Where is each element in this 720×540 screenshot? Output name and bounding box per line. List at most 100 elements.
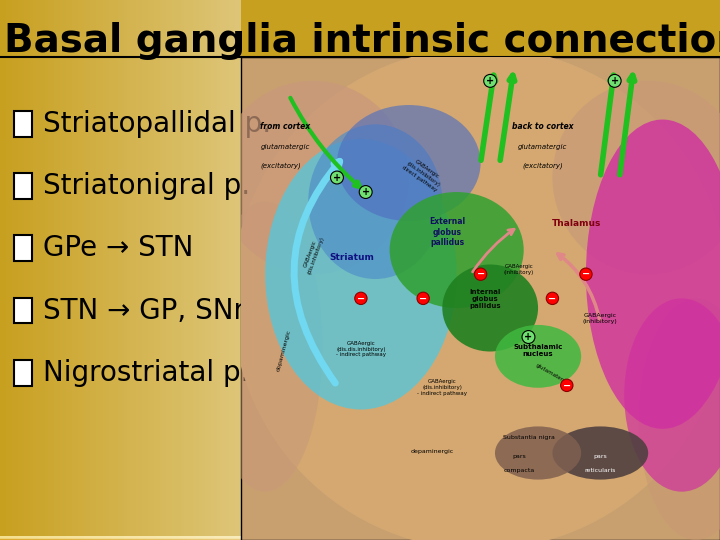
Bar (0, 537, 241, 539)
Bar (0, 538, 241, 539)
Bar (0, 537, 241, 538)
Ellipse shape (442, 265, 538, 352)
Bar (0, 538, 241, 540)
Bar (0, 537, 241, 539)
Bar (96, 0, 99, 540)
Bar (0, 537, 241, 538)
Bar (0, 537, 241, 539)
Bar (0, 537, 241, 539)
Bar (0, 537, 241, 538)
Bar (0, 537, 241, 538)
Bar (0, 537, 241, 538)
Bar (63, 0, 66, 540)
Bar (0, 536, 241, 538)
Bar (163, 0, 166, 540)
Bar (0, 537, 241, 539)
Text: GABAergic
(dis.inhibitory): GABAergic (dis.inhibitory) (301, 234, 325, 275)
Bar (214, 0, 217, 540)
Ellipse shape (232, 47, 720, 540)
Text: dopaminergic: dopaminergic (276, 329, 292, 372)
Bar (0, 538, 241, 539)
Bar (0, 538, 241, 540)
Text: +: + (361, 187, 370, 197)
Bar (0, 538, 241, 539)
Bar (0, 537, 241, 539)
Bar (0, 538, 241, 540)
Bar (0, 536, 241, 538)
Bar (132, 0, 135, 540)
Bar (0, 538, 241, 540)
Bar (0, 537, 241, 539)
Bar (0, 537, 241, 539)
Bar (0, 537, 241, 539)
Bar (0, 537, 241, 539)
Bar (0, 537, 241, 539)
Bar (0, 537, 241, 539)
Bar (0, 537, 241, 539)
Text: Subthalamic
nucleus: Subthalamic nucleus (513, 345, 563, 357)
Bar (0, 537, 241, 538)
Bar (0, 537, 241, 539)
Bar (0, 538, 241, 539)
Bar (0, 537, 241, 539)
Bar (0, 538, 241, 539)
Bar (0, 537, 241, 539)
Bar (0, 537, 241, 538)
Bar (0, 538, 241, 539)
Bar (0, 537, 241, 538)
Bar (0, 537, 241, 539)
Text: GPe → STN: GPe → STN (43, 234, 194, 262)
Text: GABAergic
(dis.dis.inhibitory)
- indirect pathway: GABAergic (dis.dis.inhibitory) - indirec… (336, 341, 386, 357)
Bar (172, 0, 175, 540)
Bar (142, 0, 145, 540)
Bar (0, 537, 241, 539)
Bar (0, 537, 241, 538)
Bar (0, 537, 241, 538)
Bar (0, 537, 241, 538)
Bar (0, 538, 241, 539)
FancyBboxPatch shape (14, 235, 32, 261)
Text: GABAergic
(inhibitory): GABAergic (inhibitory) (583, 313, 618, 323)
Bar (33, 0, 36, 540)
Bar (0, 537, 241, 538)
Bar (0, 538, 241, 540)
Bar (21, 0, 24, 540)
Bar (0, 537, 241, 539)
Bar (0, 538, 241, 539)
Bar (0, 538, 241, 539)
Bar (0, 538, 241, 539)
Bar (0, 536, 241, 538)
Bar (0, 537, 241, 539)
Bar (0, 537, 241, 538)
Bar (205, 0, 208, 540)
Text: −: − (357, 293, 365, 303)
Bar (190, 0, 193, 540)
Bar (0, 536, 241, 538)
Bar (0, 537, 241, 539)
Bar (0, 538, 241, 539)
Bar (0, 537, 241, 538)
Bar (0, 537, 241, 539)
Bar (0, 537, 241, 539)
Bar (0, 537, 241, 538)
Bar (0, 538, 241, 540)
Bar (0, 537, 241, 538)
Text: glutamatergic: glutamatergic (518, 144, 567, 150)
Bar (58, 0, 60, 540)
Bar (0, 537, 241, 539)
Bar (0, 538, 241, 540)
Bar (0, 537, 241, 538)
Bar (0, 538, 241, 539)
Bar (0, 537, 241, 539)
Bar (117, 0, 121, 540)
Bar (0, 537, 241, 538)
Bar (0, 537, 241, 539)
Bar (0, 537, 241, 539)
Bar (0, 537, 241, 538)
Bar (0, 538, 241, 539)
Bar (160, 0, 163, 540)
Bar (99, 0, 102, 540)
Bar (0, 537, 241, 538)
Bar (0, 537, 241, 538)
Bar (0, 536, 241, 538)
